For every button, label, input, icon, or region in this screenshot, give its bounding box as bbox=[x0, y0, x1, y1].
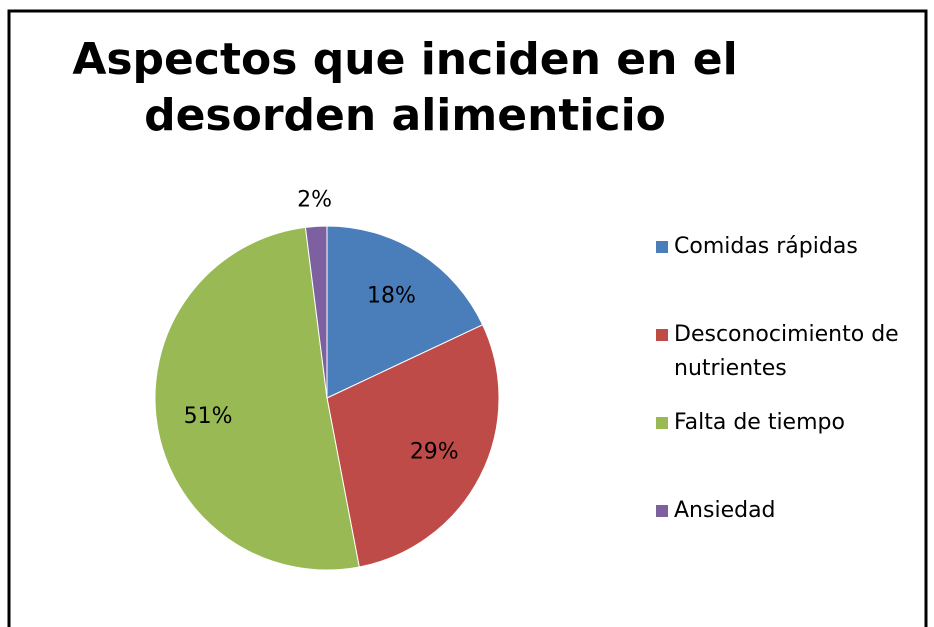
data-label: 51% bbox=[184, 404, 233, 429]
data-label: 18% bbox=[367, 283, 416, 308]
legend-label: Ansiedad bbox=[674, 498, 776, 523]
pie-slice bbox=[326, 324, 500, 568]
legend-swatch bbox=[656, 241, 668, 253]
legend-item: Comidas rápidas bbox=[656, 230, 918, 318]
data-label: 2% bbox=[297, 188, 332, 213]
legend-label: Desconocimiento de nutrientes bbox=[674, 322, 899, 381]
chart-title: Aspectos que inciden en el bbox=[72, 34, 737, 85]
chart-title: desorden alimenticio bbox=[144, 90, 666, 141]
legend-label: Falta de tiempo bbox=[674, 410, 845, 435]
pie-slice bbox=[154, 226, 360, 571]
data-label: 29% bbox=[410, 440, 459, 465]
legend-item: Falta de tiempo bbox=[656, 406, 918, 494]
pie-slice bbox=[304, 225, 328, 399]
legend-item: Ansiedad bbox=[656, 494, 918, 582]
chart-frame bbox=[7, 9, 928, 627]
legend-swatch bbox=[656, 417, 668, 429]
pie-slice bbox=[326, 225, 484, 399]
legend-label: Comidas rápidas bbox=[674, 234, 858, 259]
legend-swatch bbox=[656, 505, 668, 517]
legend: Comidas rápidas Desconocimiento de nutrie… bbox=[656, 230, 918, 582]
legend-item: Desconocimiento de nutrientes bbox=[656, 318, 918, 406]
legend-swatch bbox=[656, 329, 668, 341]
